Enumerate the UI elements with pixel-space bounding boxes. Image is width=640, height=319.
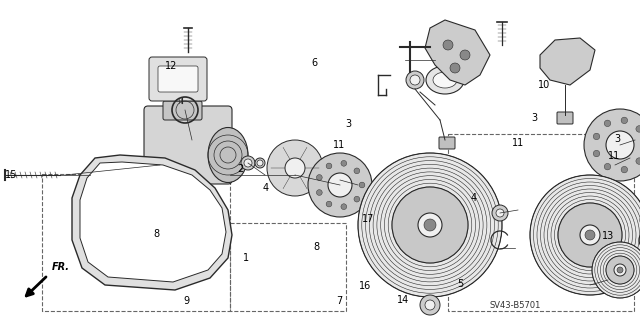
Circle shape	[285, 158, 305, 178]
Text: 3: 3	[531, 113, 538, 123]
Circle shape	[636, 126, 640, 132]
FancyBboxPatch shape	[557, 112, 573, 124]
Circle shape	[592, 242, 640, 298]
Text: 10: 10	[538, 80, 550, 91]
Text: 6: 6	[312, 58, 318, 68]
Polygon shape	[72, 155, 232, 290]
FancyBboxPatch shape	[439, 137, 455, 149]
Text: 3: 3	[346, 119, 352, 129]
Ellipse shape	[426, 66, 464, 94]
Circle shape	[585, 230, 595, 240]
Text: SV43-B5701: SV43-B5701	[490, 300, 541, 309]
Circle shape	[241, 156, 255, 170]
FancyBboxPatch shape	[158, 66, 198, 92]
Ellipse shape	[433, 72, 457, 88]
Circle shape	[604, 120, 611, 127]
Text: FR.: FR.	[52, 262, 70, 272]
Bar	[42, 174, 230, 311]
FancyBboxPatch shape	[144, 106, 232, 184]
Bar	[448, 134, 634, 311]
Text: 11: 11	[512, 138, 525, 148]
Circle shape	[606, 256, 634, 284]
Text: 8: 8	[314, 242, 320, 252]
Circle shape	[257, 160, 263, 166]
Circle shape	[341, 204, 347, 210]
Circle shape	[326, 201, 332, 207]
Circle shape	[460, 50, 470, 60]
Circle shape	[617, 267, 623, 273]
Text: 2: 2	[237, 164, 243, 174]
Circle shape	[593, 150, 600, 157]
Circle shape	[316, 189, 322, 196]
FancyBboxPatch shape	[163, 101, 202, 120]
Circle shape	[354, 168, 360, 174]
Circle shape	[492, 205, 508, 221]
Circle shape	[450, 63, 460, 73]
Circle shape	[424, 219, 436, 231]
Circle shape	[359, 182, 365, 188]
Circle shape	[621, 167, 628, 173]
Circle shape	[410, 75, 420, 85]
Text: 13: 13	[602, 231, 614, 241]
Text: 4: 4	[470, 193, 477, 203]
Text: 1: 1	[243, 253, 250, 263]
Text: 5: 5	[458, 279, 464, 289]
FancyBboxPatch shape	[149, 57, 207, 101]
Text: 4: 4	[262, 183, 269, 193]
Text: 7: 7	[336, 296, 342, 307]
Text: 12: 12	[165, 61, 178, 71]
Text: 11: 11	[608, 151, 621, 161]
Circle shape	[425, 300, 435, 310]
Circle shape	[530, 175, 640, 295]
Circle shape	[326, 163, 332, 169]
Bar	[230, 223, 346, 311]
Text: 16: 16	[358, 280, 371, 291]
Circle shape	[496, 209, 504, 217]
Circle shape	[418, 213, 442, 237]
Text: 11: 11	[333, 140, 346, 150]
Polygon shape	[80, 162, 226, 282]
Text: 3: 3	[614, 134, 621, 144]
Circle shape	[341, 160, 347, 166]
Circle shape	[606, 131, 634, 159]
Text: 9: 9	[184, 296, 190, 307]
Circle shape	[420, 295, 440, 315]
Circle shape	[580, 225, 600, 245]
Circle shape	[267, 140, 323, 196]
Circle shape	[443, 40, 453, 50]
Polygon shape	[425, 20, 490, 85]
Text: 17: 17	[362, 213, 374, 224]
Circle shape	[621, 117, 628, 124]
Ellipse shape	[208, 128, 248, 182]
Text: 15: 15	[5, 170, 18, 180]
Circle shape	[636, 158, 640, 164]
Circle shape	[358, 153, 502, 297]
Circle shape	[316, 174, 322, 180]
Circle shape	[328, 173, 352, 197]
Circle shape	[406, 71, 424, 89]
Circle shape	[255, 158, 265, 168]
Text: 14: 14	[397, 295, 410, 305]
Circle shape	[392, 187, 468, 263]
Circle shape	[584, 109, 640, 181]
Circle shape	[308, 153, 372, 217]
Circle shape	[558, 203, 622, 267]
Circle shape	[604, 163, 611, 170]
Circle shape	[593, 133, 600, 140]
Circle shape	[354, 196, 360, 202]
Polygon shape	[540, 38, 595, 85]
Circle shape	[244, 159, 252, 167]
Circle shape	[614, 264, 626, 276]
Text: 8: 8	[154, 229, 160, 240]
